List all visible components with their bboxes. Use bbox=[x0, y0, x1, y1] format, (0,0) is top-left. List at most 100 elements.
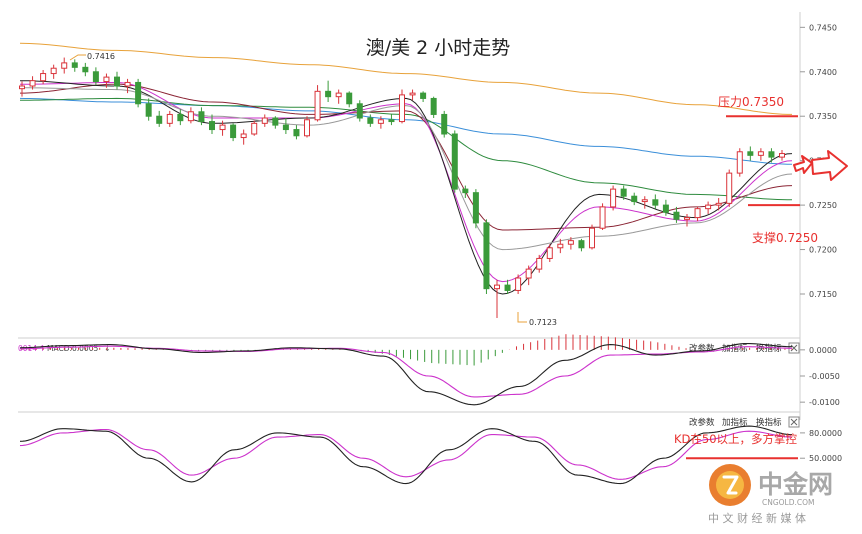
candle-body bbox=[779, 153, 785, 158]
candle-body bbox=[177, 113, 184, 122]
macd-dif-line bbox=[19, 343, 792, 406]
candle-body bbox=[240, 133, 247, 139]
candle-body bbox=[768, 151, 775, 158]
kd-axis-ticks: 80.0000 50.0000 bbox=[800, 429, 842, 463]
candle-body bbox=[50, 67, 57, 75]
watermark-brand: 中金网 bbox=[758, 470, 833, 499]
candle-body bbox=[145, 103, 152, 117]
candle-body bbox=[684, 217, 690, 220]
moving-average-line bbox=[20, 97, 793, 201]
candle-body bbox=[356, 103, 363, 119]
price-tick-label: 0.7400 bbox=[809, 68, 837, 77]
kd-tick-label: 50.0000 bbox=[809, 454, 842, 463]
candle-body bbox=[388, 119, 395, 123]
candle-body bbox=[525, 268, 532, 279]
watermark-tagline: 中 文 财 经 新 媒 体 bbox=[708, 511, 806, 525]
kd-tick-label: 80.0000 bbox=[809, 429, 842, 438]
macd-add-indicator-button[interactable]: 加指标 bbox=[722, 343, 748, 354]
candle-body bbox=[599, 206, 606, 229]
kd-edit-params-button[interactable]: 改参数 bbox=[689, 417, 715, 428]
candle-body bbox=[293, 129, 300, 137]
candle-body bbox=[610, 188, 617, 208]
candle-body bbox=[103, 76, 110, 83]
candle-body bbox=[662, 204, 669, 213]
kd-switch-indicator-button[interactable]: 换指标 bbox=[756, 417, 782, 428]
candle-body bbox=[399, 94, 405, 123]
candle-body bbox=[536, 257, 543, 270]
macd-tick-label: -0.0050 bbox=[809, 372, 840, 381]
kd-close-icon[interactable] bbox=[788, 416, 800, 428]
candle-body bbox=[230, 124, 237, 139]
moving-average-lines bbox=[19, 42, 793, 295]
candle-body bbox=[261, 117, 268, 124]
candle-body bbox=[694, 208, 701, 219]
chart-title: 澳/美 2 小时走势 bbox=[366, 37, 511, 59]
macd-tick-label: -0.0100 bbox=[809, 398, 840, 407]
candle-body bbox=[209, 121, 215, 131]
moving-average-line bbox=[19, 42, 792, 115]
high-marker: 0.7416 bbox=[69, 52, 115, 61]
candle-body bbox=[156, 115, 163, 124]
candle-body bbox=[673, 211, 680, 220]
kd-note: KD在50以上，多方掌控 bbox=[674, 432, 798, 446]
candle-body bbox=[589, 227, 595, 249]
candle-body bbox=[71, 62, 78, 68]
candle-body bbox=[567, 240, 574, 245]
moving-average-line bbox=[19, 97, 792, 165]
candle-body bbox=[420, 92, 427, 99]
candle-body bbox=[346, 92, 353, 105]
cngold-logo bbox=[709, 464, 751, 506]
candle-body bbox=[219, 124, 226, 131]
candle-body bbox=[19, 85, 25, 90]
macd-edit-params-button[interactable]: 改参数 bbox=[689, 343, 715, 354]
candle-body bbox=[546, 247, 553, 259]
candle-body bbox=[631, 195, 638, 203]
candle-body bbox=[124, 81, 131, 87]
candle-body bbox=[198, 111, 205, 123]
candle-body bbox=[757, 151, 764, 156]
candle-body bbox=[430, 97, 437, 115]
candle-body bbox=[135, 81, 142, 105]
candle-body bbox=[29, 80, 36, 87]
candle-body bbox=[726, 172, 733, 204]
candle-body bbox=[462, 188, 469, 194]
candle-body bbox=[166, 113, 173, 124]
candle-body bbox=[335, 92, 342, 98]
macd-indicator bbox=[19, 334, 793, 406]
high-label: 0.7416 bbox=[87, 52, 115, 61]
kd-toolbar: 改参数 加指标 换指标 bbox=[689, 416, 800, 428]
candle-body bbox=[282, 124, 289, 131]
low-marker: 0.7123 bbox=[517, 312, 557, 327]
moving-average-line bbox=[20, 87, 793, 251]
candle-body bbox=[441, 113, 448, 135]
moving-average-line bbox=[20, 81, 793, 283]
kd-add-indicator-button[interactable]: 加指标 bbox=[722, 417, 748, 428]
candle-body bbox=[652, 199, 659, 206]
candle-body bbox=[325, 90, 332, 98]
candle-body bbox=[272, 117, 279, 126]
candle-body bbox=[705, 204, 712, 210]
low-label: 0.7123 bbox=[529, 318, 557, 327]
price-tick-label: 0.7150 bbox=[809, 290, 837, 299]
support-label: 支撑0.7250 bbox=[752, 230, 818, 245]
macd-label: MACD:0.0005 bbox=[47, 344, 98, 353]
candle-body bbox=[61, 62, 68, 69]
macd-down-arrow-icon: ↓ bbox=[104, 344, 111, 353]
macd-axis-ticks: 0.0000 -0.0050 -0.0100 bbox=[800, 346, 840, 407]
macd-switch-indicator-button[interactable]: 换指标 bbox=[756, 343, 782, 354]
candle-body bbox=[40, 73, 47, 82]
candle-body bbox=[367, 117, 374, 124]
candle-body bbox=[736, 151, 743, 174]
candle-body bbox=[314, 90, 321, 121]
candle-body bbox=[472, 192, 479, 224]
candle-body bbox=[451, 133, 458, 190]
candle-body bbox=[114, 76, 120, 87]
candle-body bbox=[515, 277, 522, 291]
moving-average-line bbox=[20, 80, 793, 295]
candle-body bbox=[377, 119, 384, 124]
resistance-label: 压力0.7350 bbox=[718, 95, 784, 109]
kd-indicator bbox=[19, 425, 793, 485]
price-tick-label: 0.7200 bbox=[809, 246, 837, 255]
price-tick-label: 0.7350 bbox=[809, 112, 837, 121]
